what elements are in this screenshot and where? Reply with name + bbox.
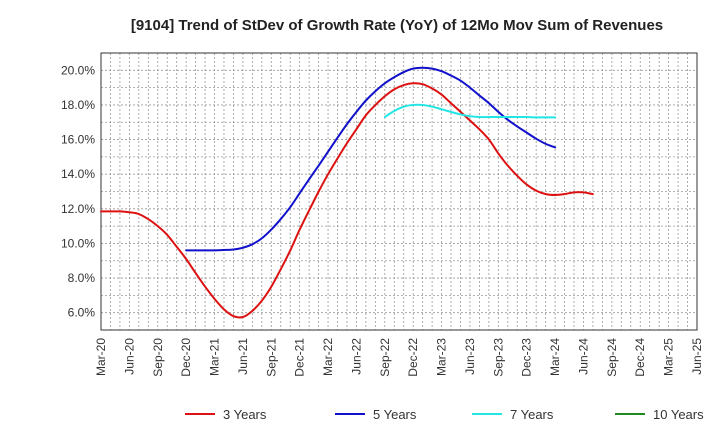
series-line-7-years	[383, 103, 557, 119]
x-tick-label: Dec-23	[520, 338, 534, 377]
plot-border	[100, 52, 698, 331]
legend: 3 Years 5 Years 7 Years 10 Years	[185, 407, 704, 422]
x-tick-label: Sep-21	[264, 338, 278, 377]
chart-title: [9104] Trend of StDev of Growth Rate (Yo…	[131, 17, 663, 34]
plot-area: 6.0% 8.0% 10.0% 12.0% 14.0% 16.0% 18.0% 20.0% Ma…	[61, 52, 704, 377]
x-tick-label: Jun-23	[463, 338, 477, 375]
x-tick-label: Mar-24	[548, 338, 562, 376]
y-tick-label: 18.0%	[61, 98, 95, 112]
x-tick-label: Dec-21	[293, 338, 307, 377]
legend-label-10-years: 10 Years	[653, 407, 704, 422]
series-line-3-years	[100, 82, 594, 319]
x-tick-label: Mar-25	[662, 338, 676, 376]
x-tick-label: Sep-20	[151, 338, 165, 377]
x-tick-label: Jun-24	[576, 338, 590, 375]
y-tick-label: 20.0%	[61, 63, 95, 77]
legend-label-5-years: 5 Years	[373, 407, 417, 422]
y-tick-label: 6.0%	[68, 306, 96, 320]
x-tick-label: Sep-23	[491, 338, 505, 377]
x-tick-label: Mar-20	[94, 338, 108, 376]
x-tick-label: Mar-23	[435, 338, 449, 376]
y-tick-label: 10.0%	[61, 236, 95, 250]
x-tick-label: Jun-22	[349, 338, 363, 375]
x-tick-label: Mar-21	[208, 338, 222, 376]
x-tick-label: Jun-20	[122, 338, 136, 375]
x-tick-label: Dec-22	[406, 338, 420, 377]
x-tick-label: Dec-24	[633, 338, 647, 377]
y-tick-label: 8.0%	[68, 271, 96, 285]
y-tick-label: 16.0%	[61, 133, 95, 147]
y-tick-label: 14.0%	[61, 167, 95, 181]
x-tick-label: Sep-22	[378, 338, 392, 377]
x-tick-label: Jun-21	[236, 338, 250, 375]
x-tick-label: Jun-25	[690, 338, 704, 375]
y-tick-label: 12.0%	[61, 202, 95, 216]
x-tick-label: Sep-24	[605, 338, 619, 377]
legend-label-7-years: 7 Years	[510, 407, 554, 422]
legend-label-3-years: 3 Years	[223, 407, 267, 422]
x-tick-label: Dec-20	[179, 338, 193, 377]
series-line-5-years	[185, 66, 557, 252]
x-tick-label: Mar-22	[321, 338, 335, 376]
